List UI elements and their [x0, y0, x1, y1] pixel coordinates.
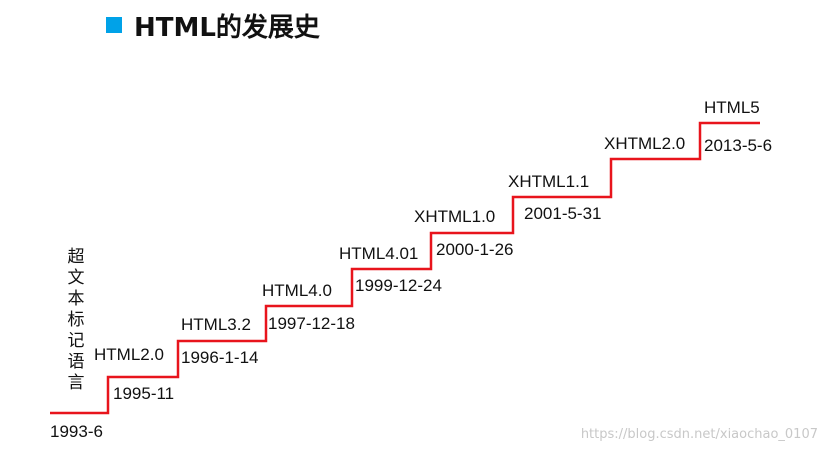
- side-label: 超文本标记语言: [67, 247, 85, 393]
- version-label-xhtml11: XHTML1.1: [508, 172, 590, 191]
- version-label-html401: HTML4.01: [339, 244, 419, 263]
- version-label-html2: HTML2.0: [94, 345, 164, 364]
- date-label-2000: 2000-1-26: [436, 240, 514, 259]
- date-label-1995: 1995-11: [113, 384, 175, 403]
- version-label-xhtml10: XHTML1.0: [414, 207, 496, 226]
- date-label-2001: 2001-5-31: [524, 204, 602, 223]
- date-label-1996: 1996-1-14: [181, 348, 259, 367]
- staircase-line: [50, 121, 760, 415]
- watermark: https://blog.csdn.net/xiaochao_0107: [580, 427, 818, 442]
- square-bullet-icon: [106, 17, 122, 33]
- date-label-1999: 1999-12-24: [355, 276, 442, 295]
- date-label-2013: 2013-5-6: [704, 136, 773, 155]
- date-label-1997: 1997-12-18: [268, 314, 355, 333]
- version-label-html32: HTML3.2: [181, 315, 251, 334]
- version-label-xhtml20: XHTML2.0: [604, 134, 686, 153]
- title-text: HTML的发展史: [134, 12, 320, 43]
- version-label-html40: HTML4.0: [262, 281, 332, 300]
- date-label-1993: 1993-6: [50, 422, 103, 441]
- page-title: HTML的发展史: [106, 8, 320, 43]
- version-label-html5: HTML5: [704, 98, 760, 117]
